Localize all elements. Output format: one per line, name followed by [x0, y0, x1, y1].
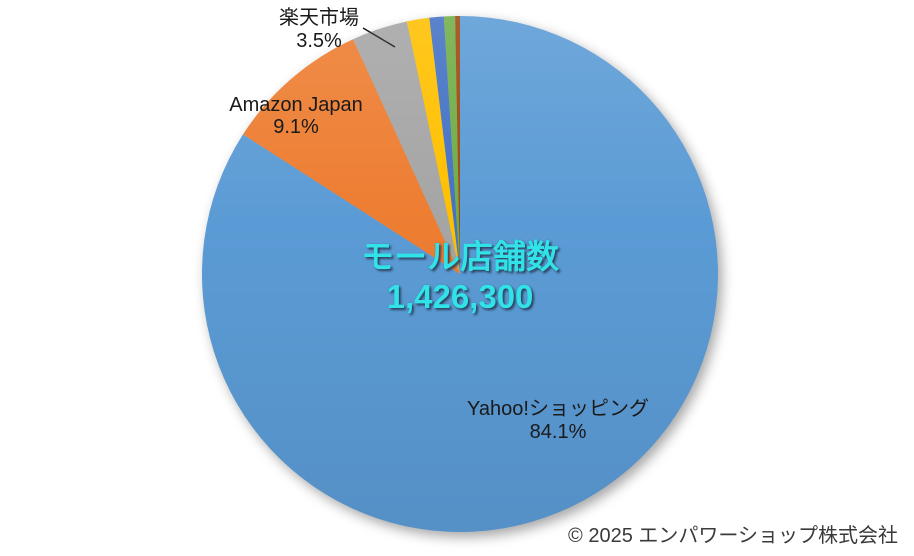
slice-label-yahoo-name: Yahoo!ショッピング: [467, 398, 649, 420]
slice-label-rakuten-pct: 3.5%: [296, 30, 342, 52]
slice-label-yahoo: Yahoo!ショッピング 84.1%: [448, 398, 668, 444]
slice-label-amazon-name: Amazon Japan: [229, 94, 363, 116]
pie-slices-group: [201, 15, 718, 533]
copyright-text: © 2025 エンパワーショップ株式会社: [568, 525, 898, 547]
center-label-value: 1,426,300: [386, 278, 534, 315]
pie-slice-4: [429, 16, 460, 274]
pie-slice-Yahoo!ショッピング: [201, 16, 718, 533]
center-label-title: モール店舗数: [361, 238, 559, 275]
pie-slice-6: [455, 15, 460, 274]
slice-label-yahoo-pct: 84.1%: [529, 421, 587, 443]
slice-label-rakuten-name: 楽天市場: [279, 7, 359, 29]
slice-label-amazon-pct: 9.1%: [273, 116, 319, 138]
leader-line: [362, 27, 396, 48]
pie-slice-5: [443, 16, 460, 274]
center-label: モール店舗数 1,426,300: [310, 237, 610, 317]
pie-slice-楽天市場: [353, 21, 460, 274]
slice-label-rakuten: 楽天市場 3.5%: [249, 7, 389, 53]
pie-slice-Amazon Japan: [243, 39, 460, 275]
pie-slice-3: [406, 17, 460, 275]
slice-label-amazon: Amazon Japan 9.1%: [216, 94, 376, 138]
